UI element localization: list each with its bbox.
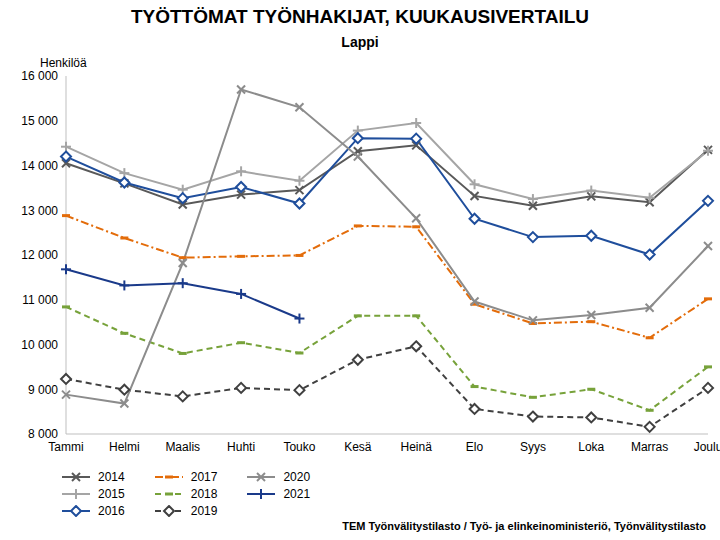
html-text:TEM Työnvälitystilasto / Työ-: TEM Työnvälitystilasto / Työ- ja elinkei… [342,520,706,532]
html-text:2015: 2015 [98,487,125,501]
svg-text:16 000: 16 000 [21,69,58,83]
svg-text:Kesä: Kesä [344,440,372,454]
html-text:2018: 2018 [190,487,218,501]
svg-text:Loka: Loka [578,440,604,454]
svg-text:Marras: Marras [631,440,668,454]
html-text:2020: 2020 [283,470,311,484]
html-text:TYÖTTÖMAT TYÖNHAKIJAT, KUUKAUS: TYÖTTÖMAT TYÖNHAKIJAT, KUUKAUSIVERTAILU [130,6,589,27]
svg-text:Huhti: Huhti [227,440,255,454]
html-text:2021: 2021 [283,487,311,501]
svg-text:12 000: 12 000 [21,248,58,262]
svg-text:8 000: 8 000 [28,427,58,441]
svg-text:11 000: 11 000 [22,293,58,307]
html-text:2017: 2017 [190,470,218,484]
svg-text:10 000: 10 000 [21,338,58,352]
svg-text:Helmi: Helmi [109,440,140,454]
html-text:Lappi: Lappi [341,34,379,50]
html-text:2019: 2019 [190,504,218,518]
svg-text:Maalis: Maalis [165,440,200,454]
svg-text:15 000: 15 000 [21,114,58,128]
html-text:2016: 2016 [98,504,125,518]
svg-text:Heinä: Heinä [401,440,433,454]
svg-text:Touko: Touko [283,440,315,454]
svg-text:Joulu: Joulu [694,440,712,454]
svg-text:14 000: 14 000 [21,159,58,173]
svg-text:Elo: Elo [466,440,484,454]
html-text:Henkilöä: Henkilöä [40,56,87,70]
html-text:2014: 2014 [98,470,125,484]
svg-text:9 000: 9 000 [28,383,58,397]
svg-text:Tammi: Tammi [48,440,83,454]
svg-text:Syys: Syys [520,440,546,454]
svg-text:13 000: 13 000 [21,204,58,218]
